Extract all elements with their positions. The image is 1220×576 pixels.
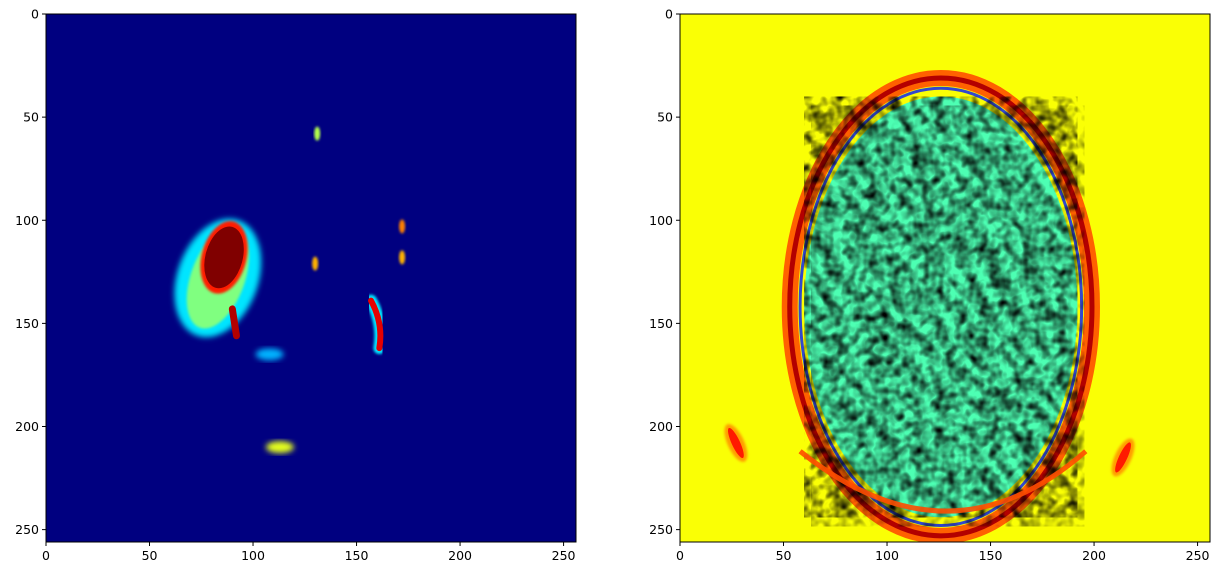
y-tick-label: 50 [23,110,39,125]
y-tick-label: 50 [657,110,673,125]
heatmap-region-brain-texture-1-cool [811,105,1085,527]
x-axis-right: 0 50 100 150 200 250 [676,542,1210,563]
axes-frame-left [45,13,577,543]
x-tick-label: 0 [676,548,684,563]
x-tick-label: 150 [345,548,369,563]
y-tick-label: 250 [649,522,673,537]
y-tick-label: 100 [649,213,673,228]
heatmap-region-spot-6 [399,250,406,265]
y-axis-right: 0 50 100 150 200 250 [649,7,680,537]
heatmap-image-left [46,14,576,542]
heatmap-region-ear-3-core [1115,442,1131,473]
y-tick-label: 150 [649,316,673,331]
axes-frame-right [679,13,1211,543]
heatmap-region-tail-2 [228,305,240,340]
heatmap-background [46,14,576,542]
heatmap-region-spot-7 [312,256,319,271]
heatmap-region-lower-arc-4 [798,449,1088,514]
x-axis-left: 0 50 100 150 200 250 [42,542,576,563]
y-tick-label: 250 [15,522,39,537]
y-axis-left: 0 50 100 150 200 250 [15,7,46,537]
x-tick-label: 0 [42,548,50,563]
y-tick-label: 200 [15,419,39,434]
x-tick-label: 200 [448,548,472,563]
heatmap-region-smear-9 [255,348,284,361]
heatmap-region-ear-2-core [727,427,744,459]
x-tick-label: 50 [142,548,158,563]
y-tick-label: 100 [15,213,39,228]
y-tick-label: 150 [15,316,39,331]
heatmap-panel-left: 0 50 100 150 200 250 0 50 100 150 200 250 [15,7,577,563]
x-tick-label: 150 [979,548,1003,563]
heatmap-region-lesion-core-1 [204,226,244,289]
y-tick-label: 0 [665,7,673,22]
y-tick-label: 200 [649,419,673,434]
heatmap-region-smear-8 [265,441,294,454]
y-tick-label: 0 [31,7,39,22]
heatmap-region-spot-4 [314,126,321,141]
x-tick-label: 100 [241,548,265,563]
x-tick-label: 100 [875,548,899,563]
heatmap-region-crescent-3 [368,297,384,352]
x-tick-label: 200 [1082,548,1106,563]
x-tick-label: 250 [552,548,576,563]
x-tick-label: 50 [776,548,792,563]
x-tick-label: 250 [1186,548,1210,563]
heatmap-panel-right: 0 50 100 150 200 250 0 50 100 150 200 250 [649,7,1211,563]
heatmap-image-right [680,14,1210,542]
heatmap-region-spot-5 [399,219,406,234]
heatmap-region-skull-ring-0 [787,75,1095,539]
